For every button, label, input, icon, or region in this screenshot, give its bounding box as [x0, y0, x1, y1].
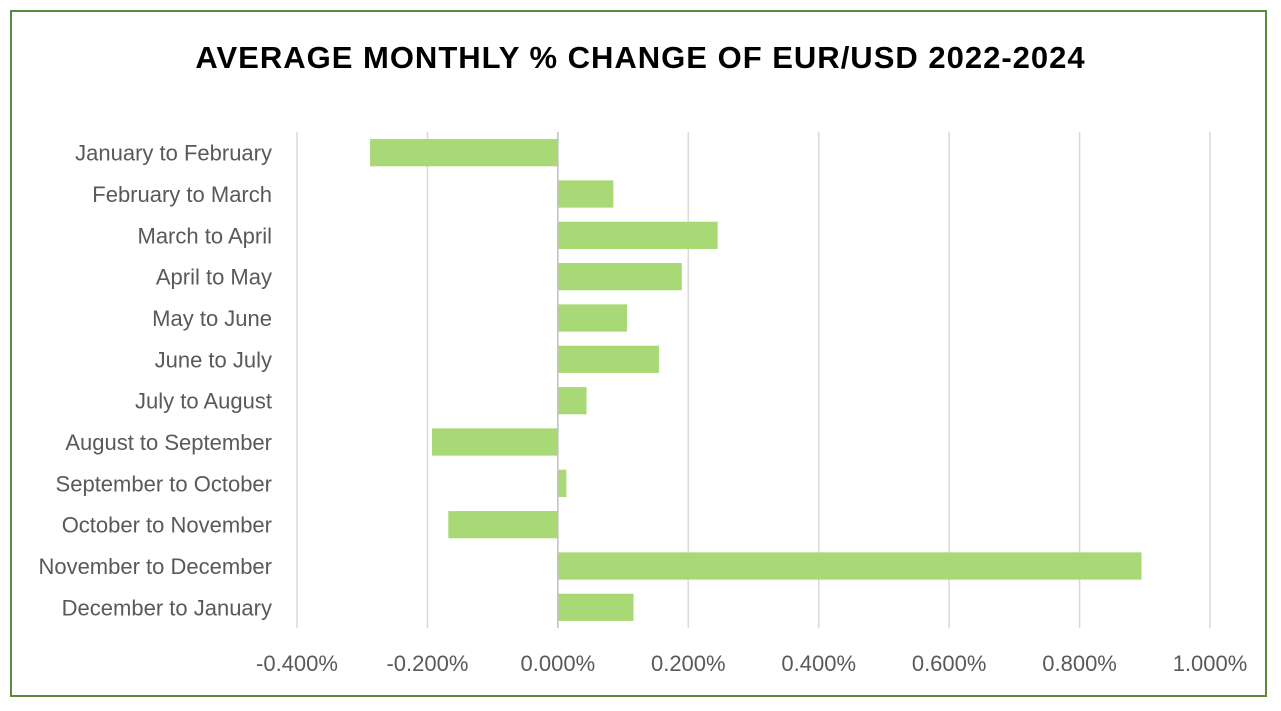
bar-10 — [448, 511, 558, 539]
bar-2 — [557, 180, 614, 208]
bar-7 — [557, 387, 587, 415]
category-label-2: February to March — [92, 182, 272, 207]
bar-9 — [557, 469, 567, 497]
category-label-11: November to December — [38, 554, 272, 579]
category-label-3: March to April — [138, 223, 273, 248]
bar-12 — [557, 593, 634, 621]
category-label-7: July to August — [135, 389, 272, 414]
x-tick-label-7: 1.000% — [1173, 651, 1248, 676]
bar-11 — [557, 552, 1142, 580]
category-label-8: August to September — [65, 430, 272, 455]
category-label-4: April to May — [156, 265, 272, 290]
x-tick-label-3: 0.200% — [651, 651, 726, 676]
bar-6 — [557, 345, 659, 373]
x-tick-label-2: 0.000% — [521, 651, 596, 676]
category-label-12: December to January — [62, 595, 272, 620]
category-label-5: May to June — [152, 306, 272, 331]
gridlines — [296, 132, 1211, 628]
bar-8 — [431, 428, 558, 456]
category-labels: January to February February to March Marc… — [38, 141, 272, 621]
x-tick-label-6: 0.800% — [1042, 651, 1117, 676]
x-tick-label-0: -0.400% — [256, 651, 338, 676]
bar-4 — [557, 263, 682, 291]
bar-5 — [557, 304, 627, 332]
x-tick-labels: -0.400% -0.200% 0.000% 0.200% 0.400% 0.600% 0.… — [256, 651, 1247, 676]
x-tick-label-4: 0.400% — [781, 651, 856, 676]
x-tick-label-1: -0.200% — [386, 651, 468, 676]
chart-title: AVERAGE MONTHLY % CHANGE OF EUR/USD 2022… — [195, 40, 1086, 75]
category-label-10: October to November — [62, 513, 272, 538]
bars — [370, 139, 1142, 621]
x-tick-label-5: 0.600% — [912, 651, 987, 676]
category-label-9: September to October — [56, 471, 272, 496]
category-label-6: June to July — [155, 347, 272, 372]
bar-3 — [557, 221, 718, 249]
bar-1 — [370, 139, 558, 167]
category-label-1: January to February — [75, 141, 272, 166]
